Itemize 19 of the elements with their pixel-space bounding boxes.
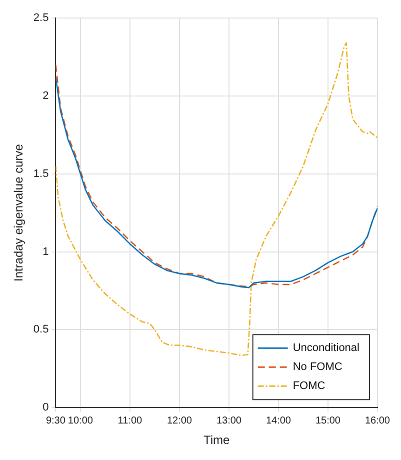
y-tick-label: 0 — [42, 402, 49, 414]
x-tick-label: 9:30 — [46, 415, 66, 426]
x-tick-label: 16:00 — [364, 415, 390, 426]
x-axis-title: Time — [203, 433, 230, 448]
x-tick-label: 14:00 — [266, 415, 292, 426]
y-tick-label: 1.5 — [33, 168, 49, 180]
legend-label: No FOMC — [292, 361, 342, 374]
y-tick-label: 2 — [42, 90, 49, 102]
legend-label: FOMC — [292, 380, 326, 392]
x-tick-label: 13:00 — [216, 415, 242, 426]
x-tick-label: 12:00 — [166, 415, 192, 426]
y-tick-label: 0.5 — [33, 324, 49, 336]
y-axis-title: Intraday eigenvalue curve — [12, 144, 26, 282]
y-tick-label: 1 — [42, 246, 49, 258]
y-tick-label: 2.5 — [33, 12, 49, 24]
x-tick-label: 11:00 — [118, 415, 143, 426]
legend-label: Unconditional — [292, 342, 360, 354]
x-tick-label: 10:00 — [68, 415, 94, 426]
x-tick-label: 15:00 — [315, 415, 341, 426]
